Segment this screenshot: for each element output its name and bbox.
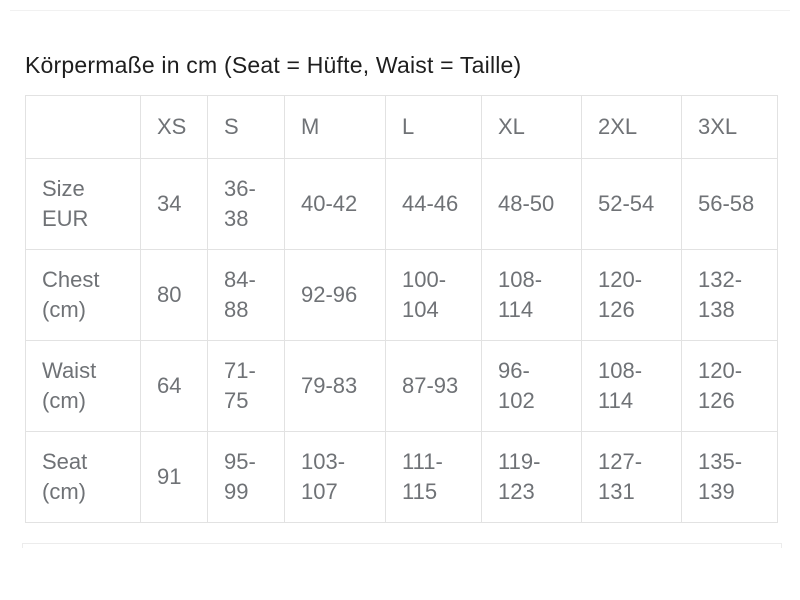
table-row-chest: Chest (cm) 80 84-88 92-96 100-104 108-11… <box>25 249 778 341</box>
next-section-top-border <box>22 543 782 548</box>
size-value-cell: 119-123 <box>481 431 582 523</box>
column-header-l: L <box>385 95 482 159</box>
size-value-cell: 34 <box>140 158 208 250</box>
row-label: Size EUR <box>25 158 141 250</box>
table-header-row: XS S M L XL 2XL 3XL <box>25 95 778 159</box>
size-value-cell: 103-107 <box>284 431 386 523</box>
column-header-s: S <box>207 95 285 159</box>
size-value-cell: 127-131 <box>581 431 682 523</box>
size-value-cell: 87-93 <box>385 340 482 432</box>
size-value-cell: 111-115 <box>385 431 482 523</box>
column-header-xl: XL <box>481 95 582 159</box>
size-value-cell: 91 <box>140 431 208 523</box>
size-value-cell: 108-114 <box>581 340 682 432</box>
size-value-cell: 132-138 <box>681 249 778 341</box>
size-value-cell: 48-50 <box>481 158 582 250</box>
size-value-cell: 84-88 <box>207 249 285 341</box>
size-value-cell: 95-99 <box>207 431 285 523</box>
size-value-cell: 36-38 <box>207 158 285 250</box>
size-value-cell: 79-83 <box>284 340 386 432</box>
table-row-size-eur: Size EUR 34 36-38 40-42 44-46 48-50 52-5… <box>25 158 778 250</box>
row-label: Chest (cm) <box>25 249 141 341</box>
size-value-cell: 96-102 <box>481 340 582 432</box>
column-header-2xl: 2XL <box>581 95 682 159</box>
row-label: Waist (cm) <box>25 340 141 432</box>
table-row-seat: Seat (cm) 91 95-99 103-107 111-115 119-1… <box>25 431 778 523</box>
size-value-cell: 120-126 <box>681 340 778 432</box>
size-chart-table: XS S M L XL 2XL 3XL Size EUR 34 36-38 40… <box>25 95 778 523</box>
column-header-xs: XS <box>140 95 208 159</box>
corner-cell <box>25 95 141 159</box>
size-value-cell: 92-96 <box>284 249 386 341</box>
column-header-3xl: 3XL <box>681 95 778 159</box>
size-value-cell: 40-42 <box>284 158 386 250</box>
table-row-waist: Waist (cm) 64 71-75 79-83 87-93 96-102 1… <box>25 340 778 432</box>
top-divider <box>10 10 790 11</box>
size-value-cell: 108-114 <box>481 249 582 341</box>
row-label: Seat (cm) <box>25 431 141 523</box>
size-value-cell: 80 <box>140 249 208 341</box>
column-header-m: M <box>284 95 386 159</box>
size-value-cell: 100-104 <box>385 249 482 341</box>
size-value-cell: 44-46 <box>385 158 482 250</box>
size-value-cell: 52-54 <box>581 158 682 250</box>
size-value-cell: 56-58 <box>681 158 778 250</box>
size-value-cell: 135-139 <box>681 431 778 523</box>
size-value-cell: 120-126 <box>581 249 682 341</box>
size-chart-title: Körpermaße in cm (Seat = Hüfte, Waist = … <box>25 52 522 78</box>
size-value-cell: 64 <box>140 340 208 432</box>
size-value-cell: 71-75 <box>207 340 285 432</box>
